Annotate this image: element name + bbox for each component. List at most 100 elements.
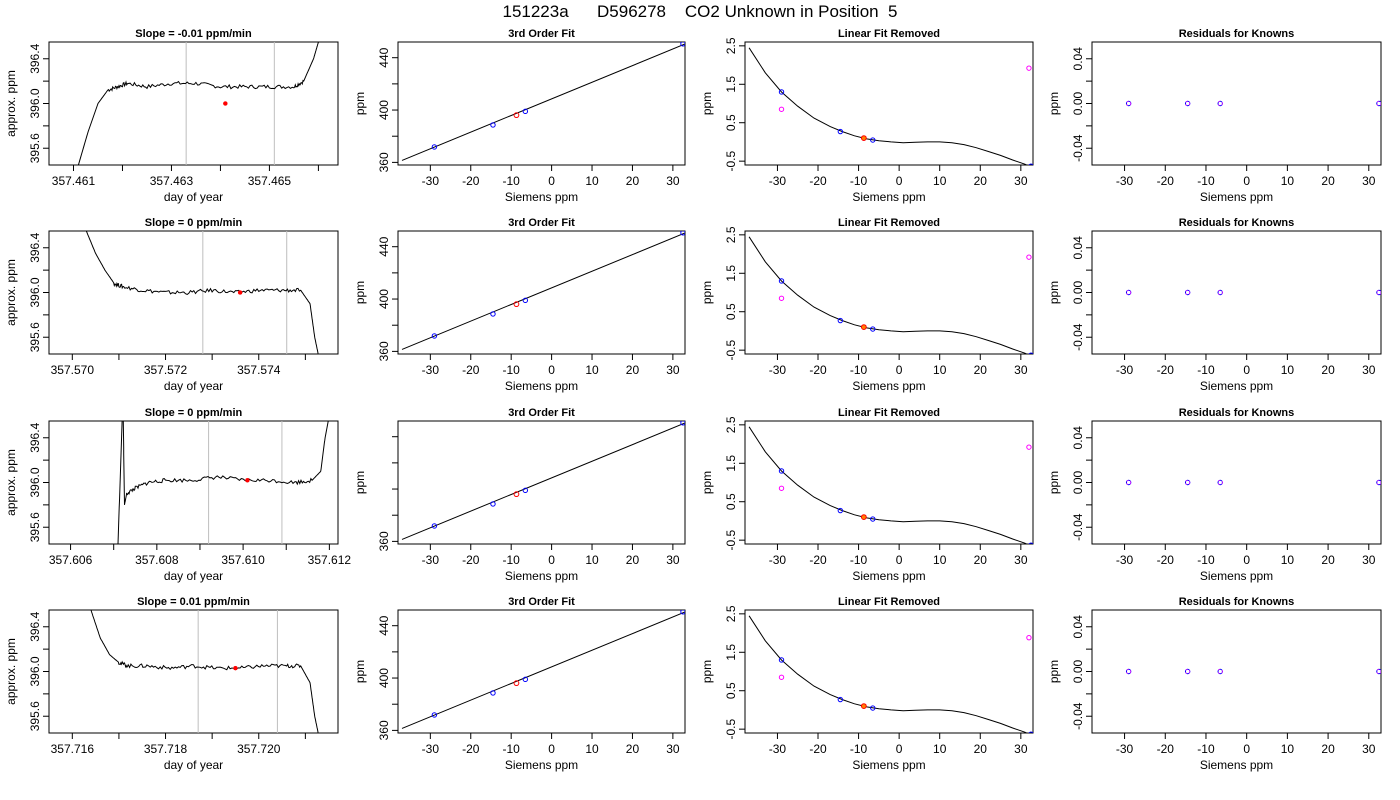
x-tick-label: 357.716 (51, 742, 95, 756)
x-tick-label: -30 (1116, 553, 1134, 567)
chart-linear-row-4: Linear Fit Removed -30 -20 -10 0 10 20 30 -0.5 0.… (700, 596, 1034, 772)
x-tick-label: -10 (1197, 363, 1215, 377)
x-tick-label: 30 (1362, 742, 1376, 756)
y-tick-label: 440 (377, 615, 391, 635)
x-tick-label: -10 (1197, 553, 1215, 567)
known-point-overlay (1126, 289, 1132, 295)
x-tick-label: -20 (809, 363, 827, 377)
x-tick-label: 0 (896, 363, 903, 377)
trace-line (117, 421, 329, 544)
known-point (522, 108, 529, 115)
known-point (490, 501, 496, 507)
x-tick-label: 20 (1321, 174, 1335, 188)
chart-resid-row-3: Residuals for Knowns -30 -20 -10 0 10 20 30 -0.0… (1047, 407, 1382, 583)
x-tick-label: 20 (626, 553, 640, 567)
y-tick-label: 1.5 (724, 265, 738, 282)
y-tick-label: 440 (377, 47, 391, 67)
panel-title: 3rd Order Fit (508, 217, 575, 229)
unknown-point (860, 703, 867, 709)
y-tick-label: 400 (377, 100, 391, 120)
x-tick-label: 30 (1014, 174, 1028, 188)
known-point-overlay (1376, 669, 1381, 674)
known-point (870, 326, 876, 332)
known-point (778, 89, 785, 95)
plot-area (117, 421, 329, 544)
y-axis-label: approx. ppm (4, 449, 18, 516)
x-tick-label: -30 (422, 363, 440, 377)
plot-area (748, 236, 1033, 354)
known-point (522, 487, 529, 494)
x-tick-label: 30 (666, 742, 680, 756)
y-tick-label: 396.0 (28, 277, 42, 307)
x-tick-label: 10 (585, 174, 599, 188)
known-point (490, 690, 496, 696)
x-tick-label: 0 (548, 553, 555, 567)
panel-title: Slope = 0 ppm/min (145, 407, 243, 419)
x-tick-label: 30 (666, 553, 680, 567)
chart-linear-row-3: Linear Fit Removed -30 -20 -10 0 10 20 30 -0.5 0.… (700, 407, 1034, 583)
x-tick-label: 10 (933, 174, 947, 188)
x-tick-label: 0 (896, 553, 903, 567)
y-tick-label: 0.00 (1071, 659, 1085, 683)
panel-title: 3rd Order Fit (508, 407, 575, 419)
known-point-overlay (1126, 479, 1132, 485)
fit-curve (748, 615, 1028, 733)
known-point (1028, 542, 1033, 544)
x-tick-label: 10 (1281, 363, 1295, 377)
y-tick-label: 360 (377, 531, 391, 551)
x-tick-label: 357.612 (308, 553, 352, 567)
x-tick-label: 10 (585, 363, 599, 377)
x-tick-label: 20 (1321, 363, 1335, 377)
plot-frame (397, 41, 686, 166)
chart-trace-row-1: Slope = -0.01 ppm/min 357.461 357.463 357.4… (4, 28, 339, 204)
plot-area (748, 615, 1033, 733)
y-tick-label: 400 (377, 289, 391, 309)
panel-title: Residuals for Knowns (1179, 596, 1295, 608)
x-tick-label: -10 (1197, 742, 1215, 756)
x-tick-label: 20 (974, 742, 988, 756)
fit-curve (401, 422, 685, 540)
y-axis-label: approx. ppm (4, 70, 18, 137)
panel-title: Linear Fit Removed (838, 407, 940, 419)
y-tick-label: 0.04 (1071, 47, 1085, 71)
chart-fit-row-4: 3rd Order Fit -30 -20 -10 0 10 20 30 360 400 440 Si… (353, 596, 686, 772)
known-point (680, 42, 685, 47)
y-axis-label: ppm (353, 92, 367, 115)
x-axis-label: Siemens ppm (1200, 190, 1273, 204)
extra-point (1026, 444, 1032, 450)
plot-frame (1091, 230, 1382, 355)
y-tick-label: 396.4 (28, 43, 42, 73)
known-point-overlay (1185, 289, 1191, 295)
plot-frame (48, 41, 339, 166)
x-tick-label: -30 (422, 553, 440, 567)
chart-fit-row-3: 3rd Order Fit -30 -20 -10 0 10 20 30 360 Siemens … (353, 407, 686, 583)
known-point (490, 311, 496, 317)
unknown-point (860, 324, 867, 330)
chart-resid-row-1: Residuals for Knowns -30 -20 -10 0 10 20 30 -0.0… (1047, 28, 1382, 204)
sample-marker (237, 290, 243, 295)
x-tick-label: 10 (1281, 174, 1295, 188)
y-tick-label: -0.04 (1071, 134, 1085, 162)
trace-line (77, 42, 322, 165)
unknown-point (860, 514, 867, 520)
panel-title: 3rd Order Fit (508, 596, 575, 608)
x-axis-label: Siemens ppm (852, 758, 925, 772)
known-point (837, 128, 844, 135)
x-tick-label: -30 (422, 174, 440, 188)
y-tick-label: 396.4 (28, 232, 42, 262)
x-tick-label: 357.718 (144, 742, 188, 756)
known-point (837, 696, 844, 703)
plot-frame (397, 230, 686, 355)
known-point (837, 317, 844, 324)
x-tick-label: 10 (933, 742, 947, 756)
chart-trace-row-2: Slope = 0 ppm/min 357.570 357.572 357.574 39… (4, 217, 339, 393)
known-point-overlay (1376, 290, 1381, 295)
panel-title: Slope = -0.01 ppm/min (135, 28, 252, 40)
x-tick-label: 10 (1281, 742, 1295, 756)
y-tick-label: 395.6 (28, 512, 42, 542)
x-tick-label: -20 (1157, 742, 1175, 756)
y-tick-label: 0.00 (1071, 280, 1085, 304)
x-tick-label: -20 (809, 553, 827, 567)
x-tick-label: -30 (769, 174, 787, 188)
y-tick-label: -0.5 (724, 718, 738, 739)
